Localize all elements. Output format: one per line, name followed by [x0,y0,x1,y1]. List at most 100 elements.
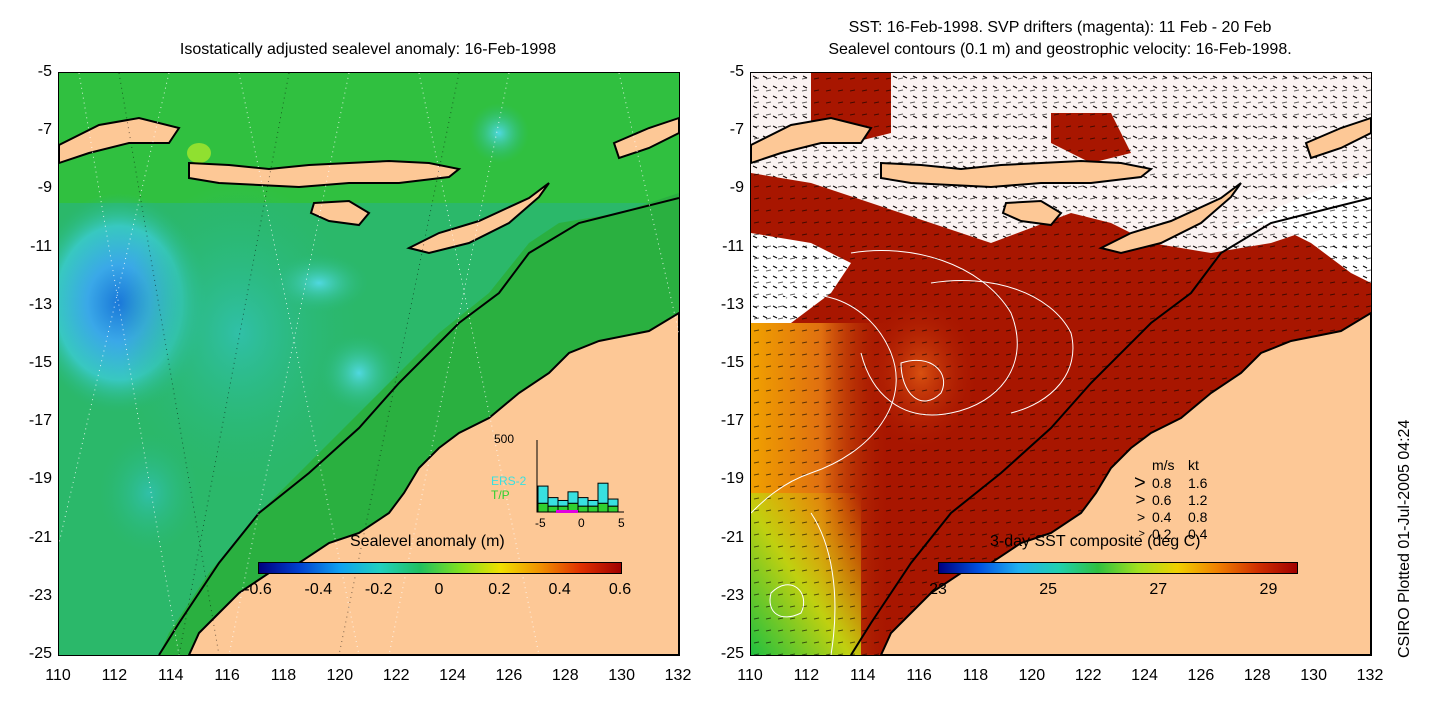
histogram-bar-ers2 [567,491,579,504]
histogram-bar-tp [577,505,589,513]
colorbar-tick-label: 29 [1259,581,1278,598]
y-tick-label: -9 [37,179,52,197]
x-tick-label: 112 [793,667,820,684]
colorbar-tick-label: -0.6 [244,581,272,598]
velocity-legend-kt: 1.2 [1188,492,1208,508]
histogram-bar-tp [597,502,609,513]
y-tick-label: -19 [28,470,52,488]
velocity-legend-kt: 0.4 [1188,526,1208,542]
y-tick-label: -11 [30,237,52,255]
x-tick-label: 116 [214,667,240,684]
y-tick-label: -15 [720,354,744,371]
histogram-bar-tp [607,505,619,513]
velocity-legend-header-ms: m/s [1152,457,1175,473]
x-tick-label: 132 [664,667,692,684]
y-tick-label: -23 [28,586,52,604]
y-tick-label: -21 [720,528,744,546]
histogram-bar-ers2 [587,499,599,507]
velocity-legend-ms: 0.8 [1152,475,1172,491]
histogram-bar-ers2 [537,485,549,504]
x-tick-label: 126 [1187,667,1215,684]
histogram-bar-ers2 [597,482,609,504]
y-tick-label: -23 [720,586,744,604]
histogram-bar-ers2 [607,498,619,507]
velocity-legend-ms: 0.4 [1152,509,1172,525]
velocity-legend-ms: 0.6 [1152,492,1172,508]
x-tick-label: 114 [849,667,876,684]
y-tick-label: -7 [37,121,52,139]
x-tick-label: 122 [382,667,410,684]
y-tick-label: -5 [729,63,744,80]
y-tick-label: -9 [729,179,744,197]
colorbar-tick-label: 0.6 [608,581,632,598]
velocity-arrow-icon: > [1137,509,1146,525]
left-colorbar [258,562,622,574]
x-tick-label: 118 [962,667,989,684]
velocity-legend-kt: 0.8 [1188,509,1208,525]
colorbar-tick-label: 23 [929,581,947,598]
histogram-bar-tp [587,505,599,513]
x-tick-label: 110 [737,667,763,684]
histogram-xtick-neg5: -5 [535,516,546,530]
colorbar-tick-label: 27 [1149,581,1168,598]
histogram-drifter-marker [556,510,578,513]
colorbar-tick-label: 0 [434,581,444,598]
y-tick-label: -15 [28,354,52,371]
right-panel-title-line1: SST: 16-Feb-1998. SVP drifters (magenta)… [848,19,1272,36]
x-tick-label: 130 [608,667,635,684]
velocity-legend-kt: 1.6 [1188,475,1208,491]
y-tick-label: -7 [729,121,744,139]
y-tick-label: -5 [37,63,52,80]
y-tick-label: -21 [28,528,52,546]
colorbar-tick-label: -0.2 [364,581,393,598]
x-tick-label: 122 [1074,667,1102,684]
velocity-legend-header-kt: kt [1188,457,1199,473]
y-tick-label: -17 [28,412,52,430]
inset-histogram [536,436,626,516]
y-tick-label: -13 [28,295,52,313]
histogram-series-tp: T/P [491,488,510,502]
right-panel-title-line2: Sealevel contours (0.1 m) and geostrophi… [828,41,1292,58]
histogram-bar-ers2 [547,497,559,507]
x-tick-label: 130 [1300,667,1327,684]
right-colorbar-label: 3-day SST composite (deg C) [990,533,1201,550]
histogram-xtick-5: 5 [618,516,625,530]
histogram-series-ers2: ERS-2 [491,474,527,488]
x-tick-label: 120 [326,667,354,684]
x-tick-label: 116 [906,667,932,684]
y-tick-label: -19 [720,470,744,488]
colorbar-tick-label: 0.2 [488,581,511,598]
y-tick-label: -11 [722,237,744,255]
x-tick-label: 112 [101,667,128,684]
colorbar-tick-label: 25 [1039,581,1058,598]
x-tick-label: 132 [1356,667,1384,684]
velocity-arrow-icon: > [1135,490,1146,509]
y-tick-label: -13 [720,295,744,313]
histogram-xtick-0: 0 [578,516,585,530]
colorbar-tick-label: -0.4 [304,581,333,598]
x-tick-label: 128 [1243,667,1271,684]
colorbar-tick-label: 0.4 [548,581,571,598]
histogram-bar-ers2 [557,499,569,507]
velocity-arrow-icon: > [1134,472,1146,494]
velocity-legend-ms: 0.2 [1152,526,1172,542]
y-tick-label: -25 [28,645,52,662]
left-colorbar-label: Sealevel anomaly (m) [350,533,505,550]
plot-credit: CSIRO Plotted 01-Jul-2005 04:24 [1396,419,1413,658]
x-tick-label: 120 [1018,667,1046,684]
left-panel-title: Isostatically adjusted sealevel anomaly:… [179,41,557,58]
histogram-ymax-label: 500 [494,432,515,446]
right-colorbar [938,562,1298,574]
histogram-bar-tp [537,502,549,513]
x-tick-label: 114 [157,667,184,684]
x-tick-label: 124 [439,667,466,684]
x-tick-label: 124 [1131,667,1158,684]
x-tick-label: 126 [495,667,523,684]
histogram-bar-ers2 [577,497,589,507]
y-tick-label: -17 [720,412,744,430]
x-tick-label: 118 [270,667,297,684]
y-tick-label: -25 [720,645,744,662]
velocity-arrow-icon: > [1138,528,1145,540]
x-tick-label: 128 [551,667,579,684]
x-tick-label: 110 [45,667,71,684]
